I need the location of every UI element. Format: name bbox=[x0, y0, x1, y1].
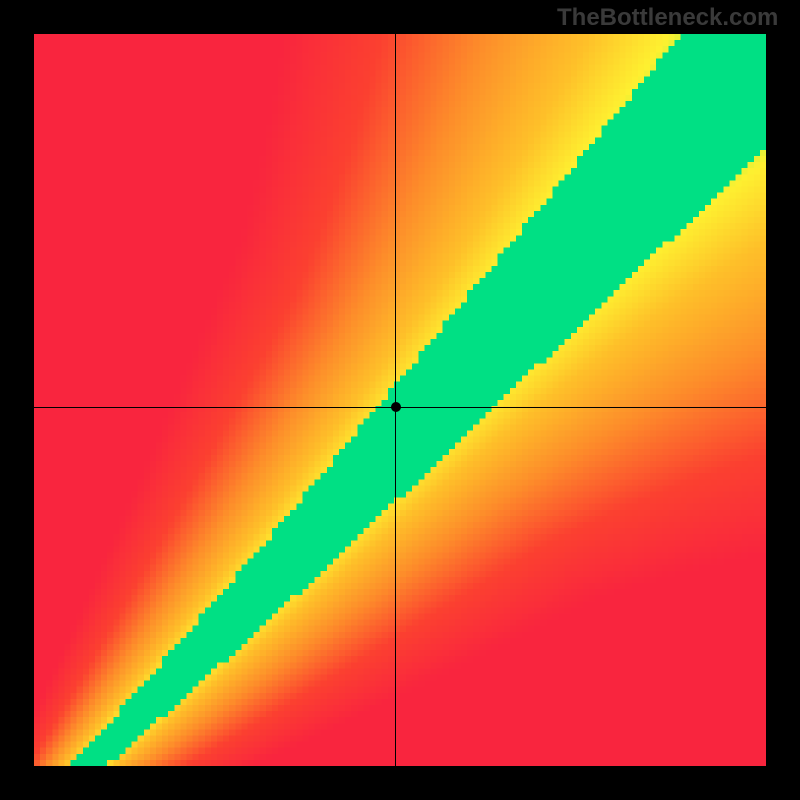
chart-container: TheBottleneck.com bbox=[0, 0, 800, 800]
bottleneck-heatmap bbox=[34, 34, 766, 766]
watermark-text: TheBottleneck.com bbox=[557, 4, 778, 32]
marker-point bbox=[391, 402, 401, 412]
crosshair-vertical bbox=[395, 34, 396, 766]
